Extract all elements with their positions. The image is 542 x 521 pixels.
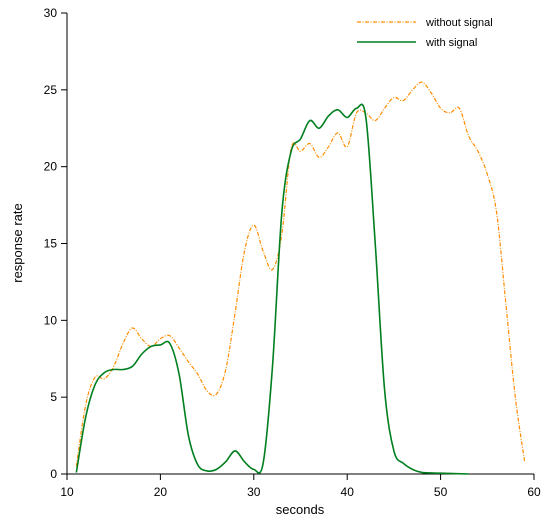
y-tick-label: 15 [44, 237, 58, 251]
x-tick-label: 10 [60, 485, 74, 499]
x-axis-title: seconds [276, 502, 325, 517]
series-line-1 [75, 81, 526, 467]
x-tick-label: 30 [247, 485, 261, 499]
x-tick-label: 20 [154, 485, 168, 499]
x-tick-label: 60 [527, 485, 541, 499]
y-axis: 0 5 10 15 20 25 30 [44, 6, 68, 481]
legend-label: with signal [425, 37, 477, 49]
x-axis: 10 20 30 40 50 60 [60, 473, 541, 499]
y-axis-title: response rate [10, 203, 25, 283]
y-tick-label: 20 [44, 160, 58, 174]
y-tick-label: 10 [44, 313, 58, 327]
series-line-2 [75, 103, 469, 475]
legend-label: without signal [425, 17, 493, 29]
y-tick-label: 0 [50, 467, 57, 481]
y-tick-label: 5 [50, 390, 57, 404]
x-tick-label: 50 [434, 485, 448, 499]
legend: without signal with signal [357, 17, 493, 49]
series-layer [75, 81, 526, 475]
x-tick-label: 40 [341, 485, 355, 499]
y-tick-label: 30 [44, 6, 58, 20]
y-tick-label: 25 [44, 83, 58, 97]
